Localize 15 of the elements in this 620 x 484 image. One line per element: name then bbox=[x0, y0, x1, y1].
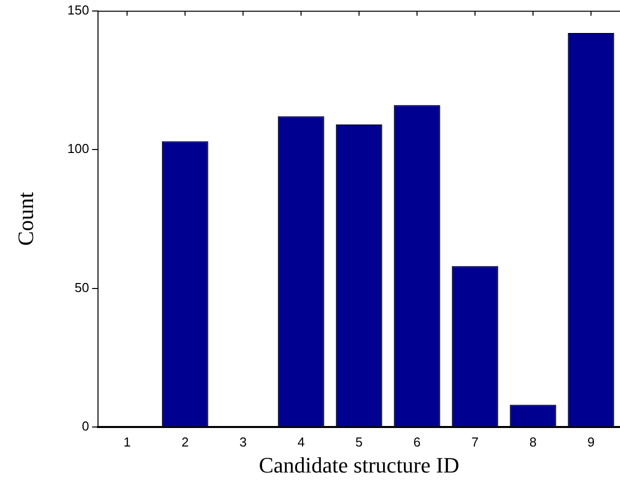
y-axis-title: Count bbox=[12, 192, 38, 246]
x-tick-label: 7 bbox=[471, 434, 479, 450]
y-tick-label: 0 bbox=[82, 418, 90, 434]
x-tick-label: 6 bbox=[413, 434, 421, 450]
x-axis-title: Candidate structure ID bbox=[258, 452, 460, 478]
y-tick-label: 50 bbox=[74, 280, 90, 295]
x-tick-label: 3 bbox=[239, 434, 247, 450]
x-tick-label: 2 bbox=[181, 434, 189, 450]
x-tick-label: 5 bbox=[355, 434, 363, 450]
y-tick-label: 100 bbox=[67, 141, 90, 156]
x-tick-label: 1 bbox=[123, 434, 131, 450]
y-tick-label: 150 bbox=[67, 2, 90, 18]
x-tick-label: 4 bbox=[297, 434, 305, 450]
x-tick-label: 9 bbox=[587, 434, 595, 450]
x-tick-label: 8 bbox=[529, 434, 537, 450]
